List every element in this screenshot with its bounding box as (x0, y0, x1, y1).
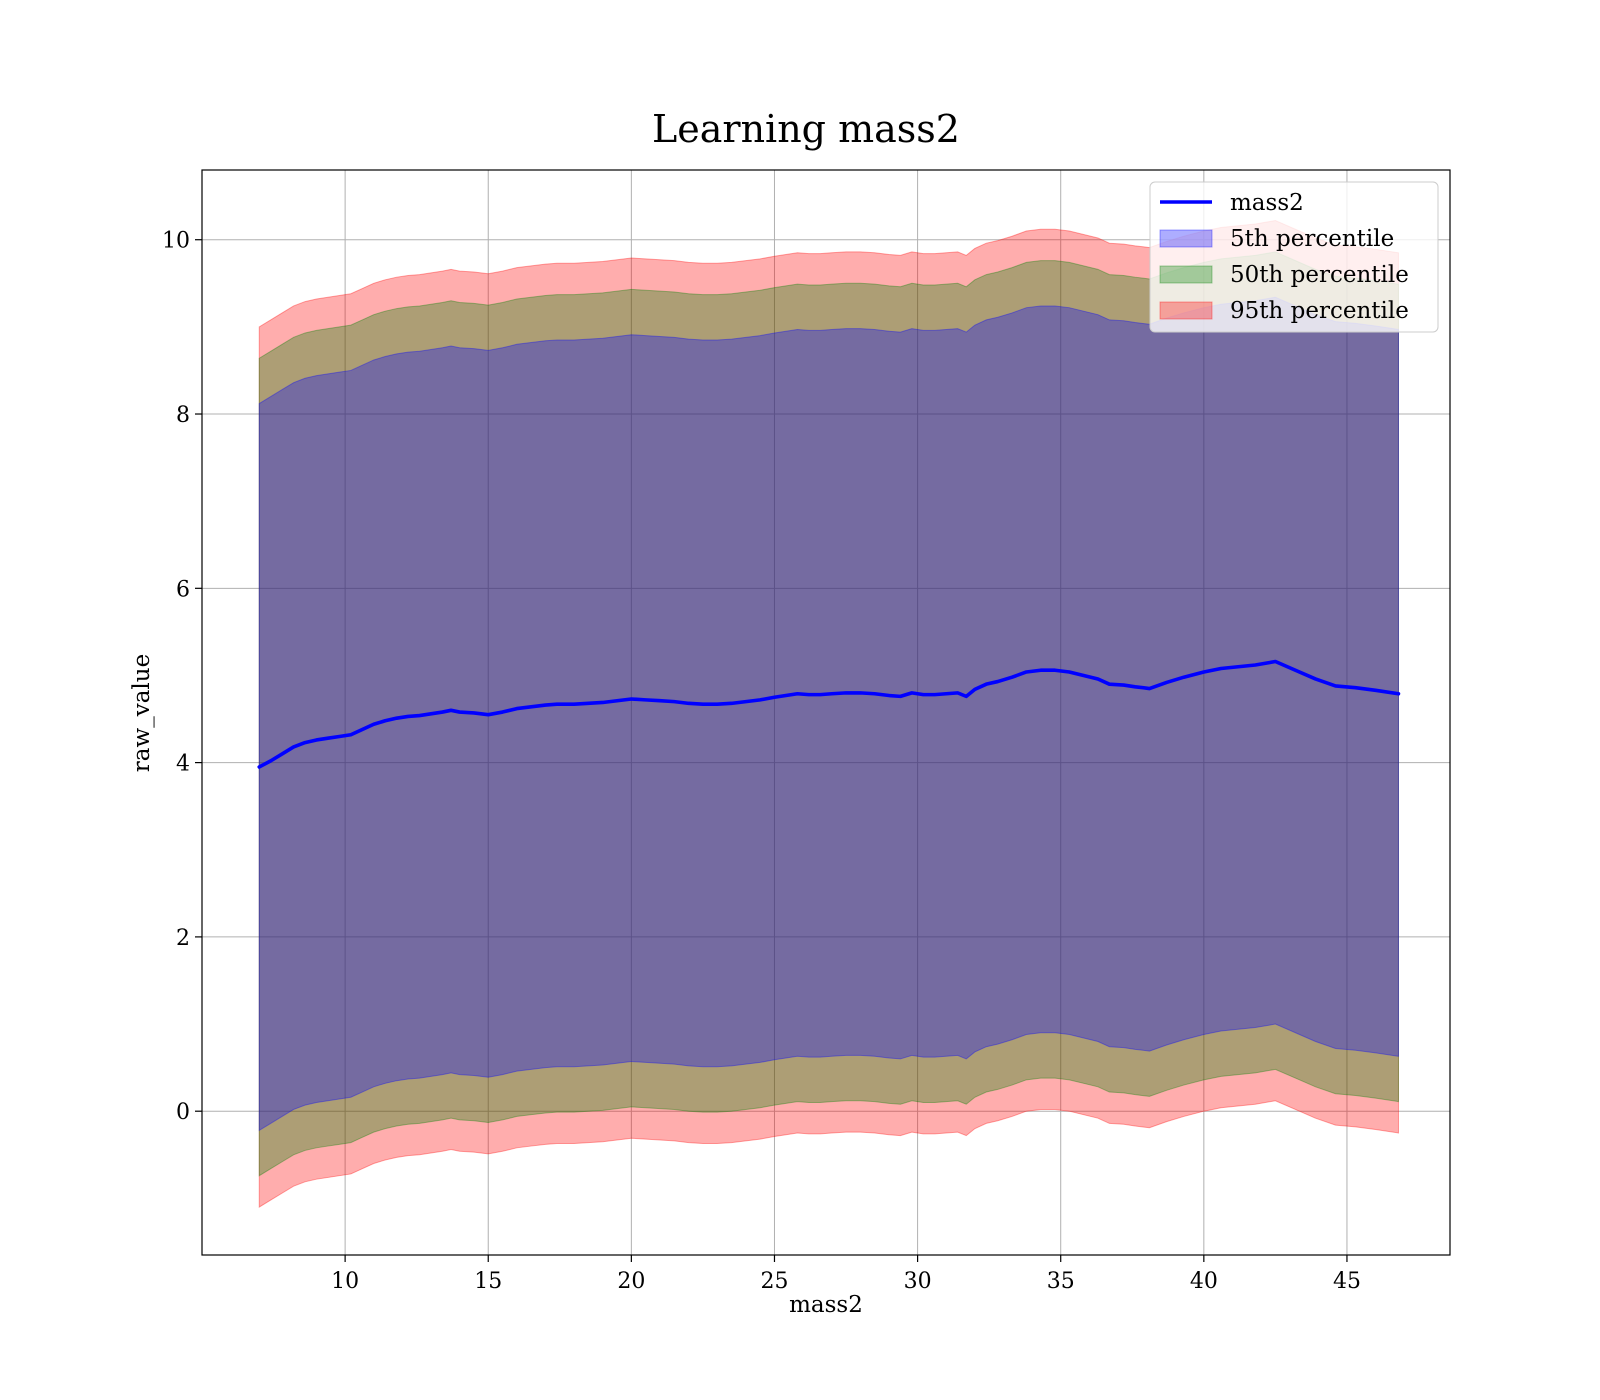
grid (202, 170, 1450, 1255)
series-lines (257, 659, 1401, 769)
x-tick-label-7: 45 (1333, 1269, 1361, 1294)
legend-swatch-5th-percentile (1159, 229, 1213, 248)
x-axis-label: mass2 (789, 1292, 863, 1318)
y-tick-label-1: 2 (176, 926, 190, 951)
band-50th-percentile (258, 251, 1399, 1177)
legend-label-mass2: mass2 (1230, 190, 1304, 216)
percentile-bands (258, 220, 1399, 1208)
y-tick-label-3: 6 (176, 577, 190, 602)
x-tick-label-2: 20 (617, 1269, 645, 1294)
y-tick-label-4: 8 (176, 403, 190, 428)
y-tick-label-2: 4 (176, 752, 190, 777)
band-95th-percentile (258, 220, 1399, 1208)
y-tick-label-5: 10 (162, 229, 190, 254)
x-tick-label-5: 35 (1047, 1269, 1075, 1294)
legend-box (1149, 181, 1439, 333)
line-mass2 (257, 659, 1401, 769)
band-5th-percentile (258, 296, 1399, 1132)
legend: mass2 5th percentile 50th percentile 95th p… (1149, 181, 1439, 333)
legend-label-95th-percentile: 95th percentile (1230, 298, 1409, 324)
x-tick-label-3: 25 (760, 1269, 788, 1294)
legend-label-50th-percentile: 50th percentile (1230, 262, 1409, 288)
y-axis-label: raw_value (129, 654, 155, 772)
plot-frame (201, 169, 1451, 1256)
x-tick-label-1: 15 (474, 1269, 502, 1294)
y-tick-label-0: 0 (176, 1100, 190, 1125)
x-tick-label-6: 40 (1190, 1269, 1218, 1294)
x-tick-label-0: 10 (331, 1269, 359, 1294)
chart-title: Learning mass2 (652, 107, 960, 151)
legend-swatch-95th-percentile (1159, 301, 1213, 320)
x-tick-label-4: 30 (904, 1269, 932, 1294)
axis-ticks: 10 15 20 25 30 35 40 45 0 2 4 6 8 10 (162, 229, 1361, 1294)
legend-label-5th-percentile: 5th percentile (1230, 226, 1394, 252)
legend-swatch-50th-percentile (1159, 265, 1213, 284)
